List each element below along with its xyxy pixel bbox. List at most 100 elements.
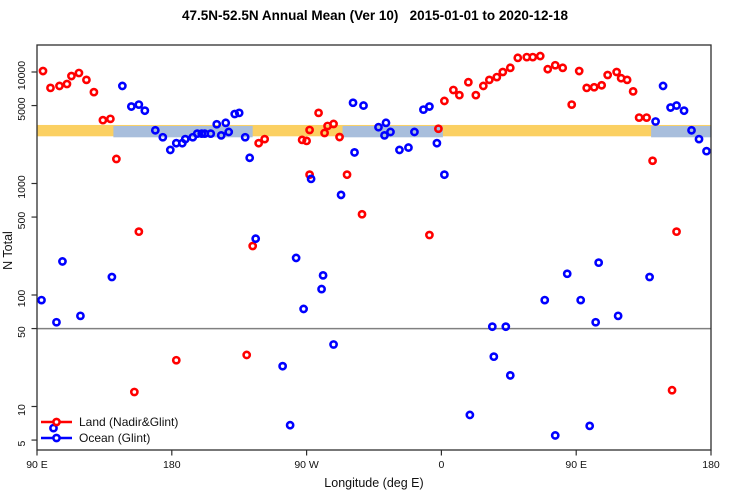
data-point-ocean — [278, 361, 288, 371]
data-point-ocean — [505, 371, 515, 380]
data-point-land — [478, 81, 488, 91]
data-point-ocean — [318, 270, 328, 280]
data-point-land — [38, 66, 48, 76]
data-point-ocean — [550, 431, 560, 440]
y-tick-label: 10000 — [16, 61, 28, 90]
data-point-land — [463, 77, 473, 87]
data-point-ocean — [425, 102, 434, 111]
data-point-land — [305, 170, 314, 180]
data-point-ocean — [329, 340, 338, 349]
data-point-land — [74, 68, 84, 78]
data-point-land — [628, 86, 638, 96]
data-point-ocean — [285, 420, 295, 430]
data-point-ocean — [37, 295, 46, 305]
y-tick-label: 50 — [16, 326, 28, 338]
data-point-land — [129, 387, 139, 397]
data-point-ocean — [489, 352, 499, 362]
data-point-ocean — [140, 106, 150, 116]
data-point-ocean — [540, 295, 550, 305]
data-point-land — [448, 85, 458, 95]
data-point-land — [589, 82, 599, 92]
data-point-land — [329, 119, 338, 129]
legend-marker — [52, 433, 61, 443]
x-tick-label: 90 W — [294, 459, 319, 471]
data-point-ocean — [245, 153, 255, 163]
data-point-land — [558, 63, 568, 73]
y-tick-label: 5000 — [16, 97, 28, 121]
x-tick-label: 0 — [438, 459, 444, 471]
data-point-land — [260, 134, 270, 144]
data-point-ocean — [687, 125, 696, 135]
data-point-land — [612, 67, 622, 77]
y-tick-label: 500 — [16, 212, 28, 230]
data-point-land — [425, 230, 434, 240]
data-point-ocean — [380, 131, 389, 140]
data-point-ocean — [645, 272, 654, 282]
data-point-ocean — [336, 190, 346, 200]
data-point-ocean — [350, 148, 359, 157]
data-point-land — [55, 81, 64, 91]
data-point-ocean — [594, 258, 604, 268]
data-point-ocean — [76, 311, 85, 321]
data-point-land — [492, 72, 502, 82]
data-point-land — [672, 227, 681, 237]
x-tick-label: 180 — [163, 459, 181, 471]
data-point-land — [597, 80, 607, 90]
data-point-land — [105, 114, 115, 124]
data-point-ocean — [221, 118, 231, 128]
data-point-ocean — [52, 317, 61, 327]
data-point-ocean — [702, 146, 711, 156]
data-point-ocean — [317, 284, 326, 294]
data-point-land — [498, 67, 508, 77]
data-point-ocean — [410, 127, 419, 137]
x-tick-label: 90 E — [26, 459, 48, 471]
data-point-ocean — [291, 253, 301, 263]
data-point-land — [574, 66, 584, 76]
data-point-ocean — [58, 257, 67, 266]
data-point-ocean — [348, 98, 358, 108]
data-point-land — [314, 108, 323, 118]
data-point-land — [582, 83, 592, 93]
data-point-land — [320, 128, 329, 138]
data-point-ocean — [224, 127, 234, 137]
data-point-land — [550, 60, 560, 70]
data-point-ocean — [240, 132, 250, 142]
data-point-ocean — [374, 122, 383, 132]
data-point-ocean — [180, 134, 190, 144]
data-point-ocean — [150, 125, 160, 135]
data-point-ocean — [107, 272, 117, 282]
chart-title: 47.5N-52.5N Annual Mean (Ver 10) 2015-01… — [182, 8, 568, 23]
legend-label: Land (Nadir&Glint) — [79, 415, 178, 429]
data-point-ocean — [439, 170, 449, 180]
data-point-ocean — [234, 108, 244, 118]
data-point-land — [454, 90, 464, 100]
data-point-ocean — [134, 100, 144, 110]
data-point-land — [567, 100, 577, 110]
data-point-ocean — [487, 322, 497, 332]
data-point-ocean — [432, 138, 442, 148]
data-point-ocean — [651, 117, 660, 126]
data-point-ocean — [672, 101, 681, 110]
y-tick-label: 10 — [16, 404, 28, 416]
data-point-ocean — [165, 145, 175, 155]
data-point-land — [82, 75, 91, 85]
data-point-ocean — [158, 132, 168, 142]
data-point-ocean — [613, 311, 623, 321]
data-point-land — [543, 64, 553, 74]
data-point-land — [297, 135, 307, 145]
data-point-ocean — [381, 118, 391, 128]
data-point-land — [111, 154, 121, 164]
data-point-ocean — [585, 421, 595, 431]
data-point-land — [471, 90, 481, 100]
data-point-ocean — [206, 129, 216, 139]
plot-border — [36, 44, 712, 451]
data-point-land — [254, 138, 264, 148]
data-point-ocean — [395, 145, 404, 155]
data-point-ocean — [359, 101, 368, 110]
data-point-ocean — [306, 174, 316, 184]
y-axis-title: N Total — [1, 231, 15, 270]
y-tick-label: 100 — [16, 290, 28, 308]
legend-label: Ocean (Glint) — [79, 431, 150, 445]
